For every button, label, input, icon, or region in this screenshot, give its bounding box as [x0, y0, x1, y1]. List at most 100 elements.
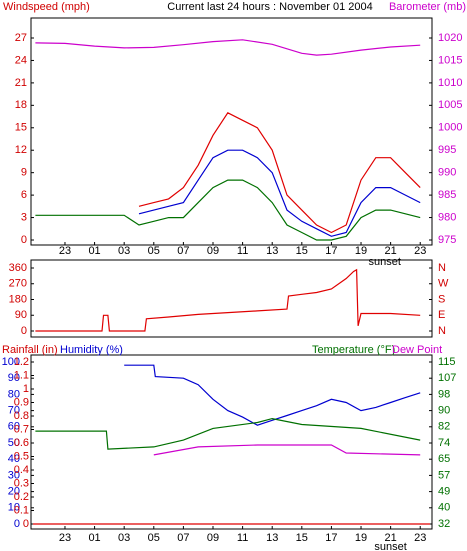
data-line — [138, 112, 421, 234]
data-line — [35, 268, 421, 332]
y-tick-label: 360 — [9, 262, 27, 274]
x-tick-label: 03 — [118, 532, 130, 544]
x-tick-label: 23 — [59, 532, 71, 544]
x-tick-label: 09 — [207, 532, 219, 544]
y2-tick-label: 49 — [438, 486, 450, 498]
y2-tick-label: E — [438, 309, 445, 321]
y2-tick-label: 1010 — [438, 77, 462, 89]
y-tick-label: 0 — [14, 518, 20, 530]
y-tick-label: 270 — [9, 278, 27, 290]
y-tick-label: 12 — [15, 144, 27, 156]
x-tick-label: 17 — [325, 532, 337, 544]
x-tick-label: 03 — [118, 245, 130, 257]
annotation: sunset — [368, 256, 400, 268]
y-tick-label: 0 — [21, 325, 27, 337]
y2-tick-label: 74 — [438, 437, 450, 449]
y-tick-label: 90 — [15, 309, 27, 321]
y-tick-label: 60 — [8, 421, 20, 433]
x-tick-label: 15 — [296, 245, 308, 257]
y-axis-label: Humidity (%) — [60, 344, 123, 356]
y2-tick-label: 65 — [438, 453, 450, 465]
y2-tick-label: S — [438, 293, 445, 305]
x-tick-label: 17 — [325, 245, 337, 257]
annotation: sunset — [374, 541, 406, 551]
y3-tick-label: 0.6 — [14, 437, 29, 449]
x-tick-label: 23 — [59, 245, 71, 257]
x-tick-label: 07 — [177, 532, 189, 544]
x-tick-label: 05 — [148, 532, 160, 544]
y-tick-label: 10 — [8, 502, 20, 514]
y-tick-label: 3 — [21, 211, 27, 223]
y3-tick-label: 0.2 — [14, 491, 29, 503]
y-tick-label: 15 — [15, 122, 27, 134]
y2-tick-label: 1005 — [438, 99, 462, 111]
y2-tick-label: W — [438, 278, 449, 290]
y-axis-label: Windspeed (mph) — [3, 1, 90, 13]
y2-tick-label: 32 — [438, 518, 450, 530]
y-tick-label: 9 — [21, 167, 27, 179]
y3-tick-label: 0.4 — [14, 464, 29, 476]
y2-tick-label: 975 — [438, 234, 456, 246]
data-line — [124, 364, 421, 426]
y3-tick-label: 1.1 — [14, 369, 29, 381]
x-tick-label: 11 — [237, 245, 248, 257]
x-tick-label: 13 — [266, 532, 278, 544]
y2-tick-label: 985 — [438, 189, 456, 201]
y3-tick-label: 0.9 — [14, 396, 29, 408]
x-tick-label: 11 — [237, 532, 248, 544]
x-tick-label: 21 — [385, 245, 397, 257]
y2-tick-label: N — [438, 262, 446, 274]
y2-tick-label: 1000 — [438, 122, 462, 134]
y2-tick-label: 1020 — [438, 32, 462, 44]
y2-tick-label: 995 — [438, 144, 456, 156]
x-tick-label: 05 — [148, 245, 160, 257]
y-tick-label: 100 — [2, 356, 20, 368]
x-tick-label: 01 — [88, 245, 100, 257]
y2-tick-label: 980 — [438, 211, 456, 223]
y3-tick-label: 1 — [23, 383, 29, 395]
x-tick-label: 23 — [414, 532, 426, 544]
y3-tick-label: 0.3 — [14, 477, 29, 489]
y-tick-label: 70 — [8, 405, 20, 417]
y-tick-label: 18 — [15, 99, 27, 111]
x-tick-label: 19 — [355, 245, 367, 257]
data-line — [153, 444, 421, 456]
x-tick-label: 01 — [88, 532, 100, 544]
y-tick-label: 24 — [15, 54, 27, 66]
y-tick-label: 20 — [8, 486, 20, 498]
y-tick-label: 40 — [8, 453, 20, 465]
y3-tick-label: 1.2 — [14, 356, 29, 368]
data-line — [35, 417, 421, 450]
y-tick-label: 80 — [8, 388, 20, 400]
y-tick-label: 90 — [8, 372, 20, 384]
x-tick-label: 23 — [414, 245, 426, 257]
y2-tick-label: 1015 — [438, 54, 462, 66]
data-line — [35, 179, 421, 241]
y-tick-label: 27 — [15, 32, 27, 44]
panel-frame — [30, 354, 433, 530]
x-tick-label: 07 — [177, 245, 189, 257]
y2-tick-label: 107 — [438, 372, 456, 384]
data-line — [138, 149, 421, 237]
y2-tick-label: 82 — [438, 421, 450, 433]
panel-frame — [30, 259, 433, 338]
y-tick-label: 30 — [8, 469, 20, 481]
y2-tick-label: 990 — [438, 167, 456, 179]
y2-axis-label: Temperature (°F) — [312, 344, 395, 356]
panel-frame — [30, 17, 433, 246]
y2-tick-label: 115 — [438, 356, 456, 368]
x-tick-label: 21 — [385, 532, 397, 544]
y2-axis-label: Barometer (mb) — [389, 1, 466, 13]
y2-tick-label: N — [438, 325, 446, 337]
y3-axis-label: Rainfall (in) — [2, 344, 58, 356]
y3-tick-label: 0.5 — [14, 450, 29, 462]
y3-tick-label: 0.8 — [14, 410, 29, 422]
x-tick-label: 15 — [296, 532, 308, 544]
legend-label: Dew Point — [392, 344, 442, 356]
x-tick-label: 13 — [266, 245, 278, 257]
y3-tick-label: 0.7 — [14, 423, 29, 435]
y-tick-label: 50 — [8, 437, 20, 449]
chart-title: Current last 24 hours : November 01 2004 — [167, 1, 372, 13]
data-line — [35, 39, 421, 56]
